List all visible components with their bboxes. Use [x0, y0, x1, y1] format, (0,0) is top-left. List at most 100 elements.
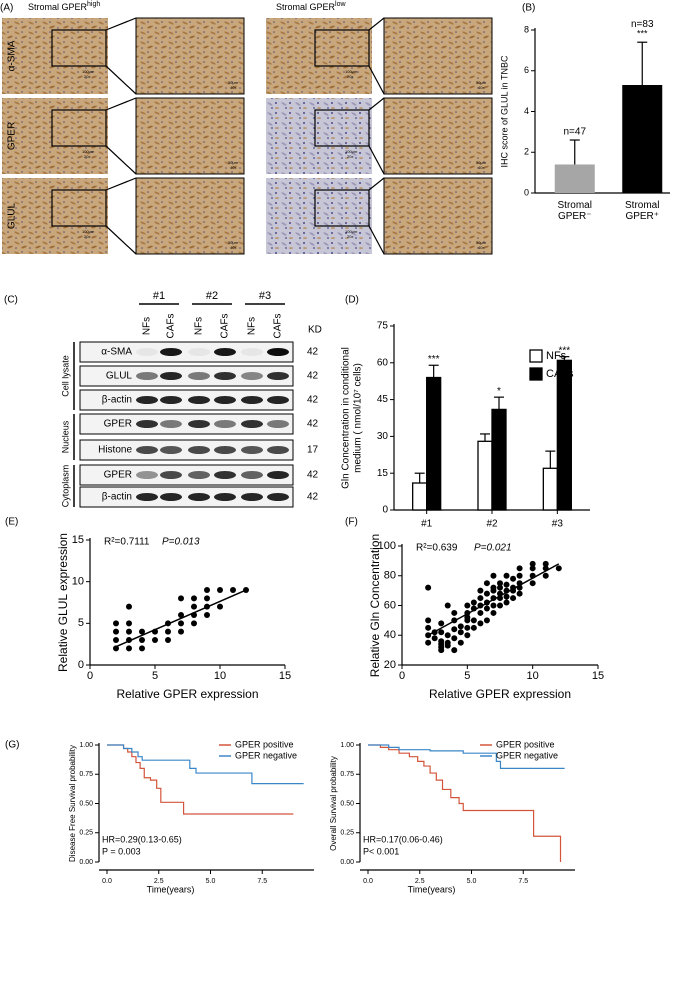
group-label: #2 — [206, 290, 218, 302]
x-tick-label: 0 — [399, 670, 405, 682]
point — [178, 628, 184, 635]
point — [113, 645, 119, 652]
y-tick-label: 45 — [377, 394, 389, 405]
band — [136, 471, 158, 479]
y-tick-label: 1.00 — [79, 742, 93, 749]
kd-value: 42 — [307, 419, 319, 430]
annotation: R²=0.7111 — [104, 537, 150, 548]
band — [214, 446, 236, 454]
y-axis-label: Overall Survival probability — [329, 756, 338, 851]
y-tick-label: 0.00 — [340, 859, 354, 866]
scale-label: 40x — [478, 85, 484, 90]
point — [483, 617, 490, 624]
blot-frame — [79, 464, 294, 486]
row-label: GPER — [7, 122, 18, 150]
scale-label: 100μm — [345, 229, 358, 234]
point — [529, 560, 536, 567]
point — [230, 587, 236, 593]
x-tick-label: 5.0 — [467, 878, 477, 885]
band — [136, 446, 158, 454]
panel-label: (G) — [5, 740, 19, 751]
zoom-box — [314, 29, 370, 67]
point — [165, 628, 171, 635]
x-axis-label: Relative GPER expression — [116, 687, 258, 701]
x-tick-label: #3 — [552, 519, 564, 530]
band — [241, 446, 263, 454]
y-tick-label: 0.00 — [79, 859, 93, 866]
x-axis-label: Time(years) — [147, 884, 195, 894]
band — [267, 396, 289, 404]
band — [267, 420, 289, 428]
point — [457, 639, 464, 646]
point — [464, 602, 471, 609]
point — [165, 637, 171, 643]
point — [139, 637, 145, 643]
x-tick-label: 10 — [214, 670, 226, 682]
zoom-connector — [368, 17, 385, 31]
y-axis-label: IHC score of GLUL in TNBC — [499, 55, 509, 168]
point — [178, 595, 184, 602]
scale-label: 40x — [478, 245, 484, 250]
point — [510, 595, 517, 602]
point — [510, 575, 517, 582]
x-tick-label: 7.5 — [257, 878, 267, 885]
band — [136, 420, 158, 428]
blot-row-label: Histone — [98, 445, 132, 456]
legend-swatch — [529, 349, 543, 363]
blot-row-label: α-SMA — [101, 347, 132, 358]
count-label: n=47 — [563, 127, 586, 138]
survival-curve — [107, 744, 304, 785]
bar — [477, 440, 493, 511]
band — [188, 372, 210, 380]
point — [477, 595, 484, 602]
y-tick-label: 40 — [384, 629, 396, 641]
x-axis-label: Relative GPER expression — [429, 687, 571, 701]
legend-label: NFs — [546, 350, 567, 362]
scale-label: 100μm — [82, 229, 95, 234]
point — [516, 565, 523, 572]
y-tick-label: 60 — [377, 357, 389, 368]
scale-label: 50μm — [228, 240, 239, 245]
ihc-image-zoom — [135, 97, 245, 175]
trend-line — [115, 589, 247, 648]
point — [503, 599, 510, 606]
bar — [622, 85, 663, 193]
point — [451, 626, 458, 633]
panel-label: (B) — [522, 3, 535, 14]
point — [503, 581, 510, 588]
significance: * — [497, 386, 501, 397]
y-tick-label: 4 — [524, 106, 529, 116]
significance: *** — [558, 345, 570, 356]
point — [464, 632, 471, 639]
kd-value: 42 — [307, 395, 319, 406]
y-tick-label: 0.25 — [79, 830, 93, 837]
point — [204, 612, 210, 618]
point — [470, 624, 477, 631]
zoom-connector — [105, 65, 137, 95]
scale-label: 20x — [347, 74, 353, 79]
point — [470, 599, 477, 606]
annotation: P< 0.001 — [363, 846, 399, 856]
x-tick-label: #2 — [486, 519, 498, 530]
y-tick-label: 2 — [524, 147, 529, 157]
annotation: R²=0.639 — [416, 543, 458, 554]
ihc-image — [2, 178, 108, 254]
band — [160, 446, 182, 454]
kd-value: 17 — [307, 445, 319, 456]
x-tick-label: 0 — [87, 670, 93, 682]
scale-label: 20x — [347, 234, 353, 239]
band — [188, 420, 210, 428]
point — [425, 617, 432, 624]
point — [139, 628, 145, 635]
band — [188, 493, 210, 501]
survival-curve — [368, 744, 562, 862]
band — [188, 471, 210, 479]
x-tick-label: 5 — [464, 670, 470, 682]
group-title-sup: low — [335, 1, 346, 8]
y-axis-label: Relative Gln Concentration — [368, 534, 382, 677]
band — [241, 348, 263, 356]
point — [444, 639, 451, 646]
y-tick-label: 30 — [377, 431, 389, 442]
